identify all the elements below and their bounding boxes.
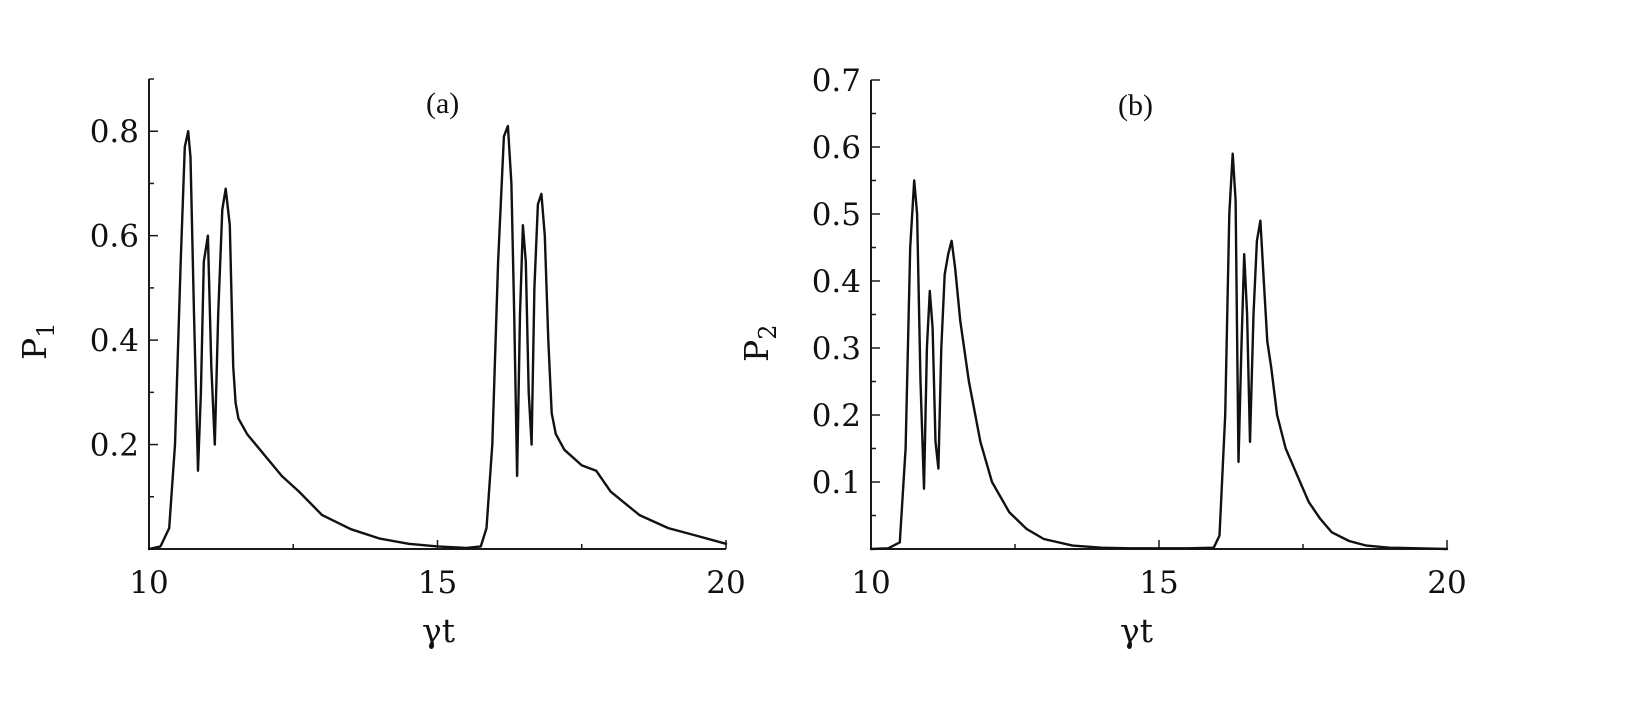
panel-a-y-tick-label: 0.4 xyxy=(90,323,139,359)
panel-b-ticks: 10 15 20 0.1 0.2 0.3 0.4 0.5 0.6 0.7 xyxy=(812,63,1467,601)
svg-text:P2: P2 xyxy=(737,325,782,363)
panel-a-x-tick-label: 20 xyxy=(706,565,745,601)
panel-b-y-tick-label: 0.6 xyxy=(812,130,861,166)
panel-a-x-axis-label: γt xyxy=(422,611,455,650)
panel-b-series-line xyxy=(869,152,1449,551)
panel-b-y-tick-label: 0.3 xyxy=(812,331,861,367)
panel-b-y-tick-label: 0.7 xyxy=(812,63,861,99)
panel-b-x-axis-label: γt xyxy=(1120,611,1153,650)
panel-b-x-tick-label: 10 xyxy=(851,565,890,601)
panel-a-y-axis-label-sub: 1 xyxy=(32,323,60,338)
panel-b-y-axis-label: P2 xyxy=(737,325,782,363)
panel-a-y-tick-label: 0.6 xyxy=(90,219,139,255)
panel-b-label: (b) xyxy=(1118,89,1153,122)
panel-a-ticks: 10 15 20 0.2 0.4 0.6 0.8 xyxy=(90,78,746,601)
panel-a-x-tick-label: 10 xyxy=(129,565,168,601)
panel-a-y-tick-label: 0.2 xyxy=(90,428,139,464)
panel-b-y-tick-label: 0.5 xyxy=(812,197,861,233)
panel-b-y-tick-label: 0.2 xyxy=(812,398,861,434)
panel-b-x-tick-label: 20 xyxy=(1427,565,1466,601)
svg-text:P1: P1 xyxy=(15,323,60,361)
panel-a-x-tick-label: 15 xyxy=(418,565,457,601)
panel-b-y-axis-label-main: P xyxy=(737,340,776,362)
panel-b-y-tick-label: 0.1 xyxy=(812,465,861,501)
panel-a-y-tick-label: 0.8 xyxy=(90,114,139,150)
chart-panel-a: 10 15 20 0.2 0.4 0.6 0.8 (a) γt P1 xyxy=(15,78,746,650)
panel-a-y-axis-label: P1 xyxy=(15,323,60,361)
panel-b-y-tick-label: 0.4 xyxy=(812,264,861,300)
chart-panel-b: 10 15 20 0.1 0.2 0.3 0.4 0.5 0.6 0.7 (b) γt P2 xyxy=(737,63,1467,650)
panel-b-x-tick-label: 15 xyxy=(1139,565,1178,601)
panel-b-y-axis-label-sub: 2 xyxy=(754,325,782,340)
panel-a-label: (a) xyxy=(426,87,459,120)
panel-a-series-line xyxy=(147,124,728,551)
panel-a-y-axis-label-main: P xyxy=(15,338,54,360)
